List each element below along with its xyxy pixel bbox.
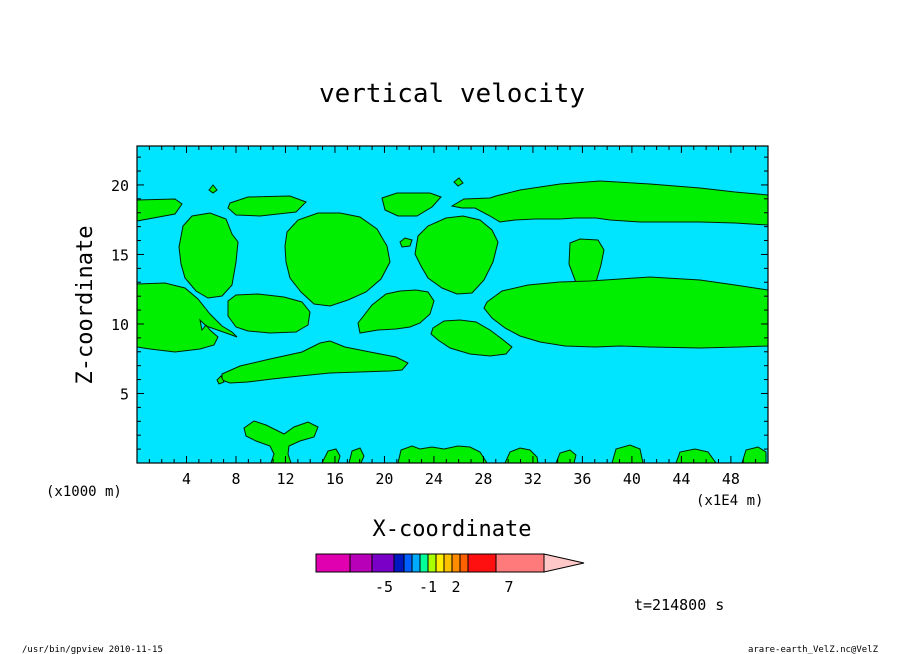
contour-region <box>357 289 435 334</box>
chart-title: vertical velocity <box>319 79 585 109</box>
y-axis-label: Z-coordinate <box>73 226 98 385</box>
contour-region <box>414 215 499 295</box>
colorbar-swatch <box>419 553 429 573</box>
x-tick-label: 8 <box>231 470 240 488</box>
contour-region <box>430 319 513 357</box>
colorbar-label: 2 <box>451 578 460 596</box>
contour-region <box>221 340 409 384</box>
colorbar-arrow <box>543 553 585 573</box>
x-tick-label: 28 <box>474 470 492 488</box>
contour-region <box>243 420 319 464</box>
colorbar-label: -1 <box>419 578 437 596</box>
colorbar-swatch <box>451 553 461 573</box>
contour-region <box>381 192 442 217</box>
colorbar-swatch <box>467 553 497 573</box>
plot-frame <box>136 145 769 464</box>
x-axis-label: X-coordinate <box>373 517 532 542</box>
colorbar-swatch <box>393 553 405 573</box>
y-tick-label: 15 <box>111 246 129 264</box>
y-tick-label: 5 <box>120 385 129 403</box>
colorbar-swatch <box>459 553 469 573</box>
contour-region <box>397 445 488 464</box>
contour-region <box>178 212 239 299</box>
colorbar-swatch <box>427 553 437 573</box>
x-unit-right: (x1E4 m) <box>696 493 763 509</box>
colorbar-swatch <box>371 553 395 573</box>
colorbar-label: 7 <box>504 578 513 596</box>
colorbar-swatch <box>495 553 545 573</box>
colorbar <box>315 553 585 573</box>
x-tick-label: 4 <box>182 470 191 488</box>
contour-region <box>399 237 413 248</box>
colorbar-swatch <box>349 553 373 573</box>
x-tick-label: 48 <box>722 470 740 488</box>
x-axis-ticks: 4 8 12 16 20 24 28 32 36 40 44 48 <box>148 146 757 488</box>
colorbar-swatch <box>443 553 453 573</box>
contour-region <box>136 282 238 353</box>
x-tick-label: 44 <box>672 470 690 488</box>
contour-region <box>216 375 225 385</box>
x-tick-label: 36 <box>573 470 591 488</box>
contour-region <box>483 276 769 349</box>
contour-region <box>227 195 307 217</box>
positive-velocity-regions <box>136 177 769 464</box>
x-tick-label: 20 <box>375 470 393 488</box>
timestamp: t=214800 s <box>634 596 724 614</box>
colorbar-labels: -5 -1 2 7 <box>375 578 514 596</box>
footer-left: /usr/bin/gpview 2010-11-15 <box>22 645 163 654</box>
contour-region <box>208 184 218 194</box>
contour-region <box>284 212 391 307</box>
contour-region <box>453 177 464 187</box>
y-tick-label: 20 <box>111 177 129 195</box>
y-tick-label: 10 <box>111 316 129 334</box>
x-tick-label: 24 <box>425 470 443 488</box>
x-tick-label: 16 <box>326 470 344 488</box>
colorbar-label: -5 <box>375 578 393 596</box>
y-axis-ticks: 5 10 15 20 <box>111 156 768 450</box>
contour-region <box>227 293 311 334</box>
contour-region <box>450 180 769 226</box>
x-tick-label: 12 <box>276 470 294 488</box>
x-tick-label: 40 <box>623 470 641 488</box>
colorbar-swatch <box>315 553 351 573</box>
colorbar-swatch <box>403 553 413 573</box>
x-tick-label: 32 <box>524 470 542 488</box>
x-unit-left: (x1000 m) <box>46 484 122 500</box>
footer-right: arare-earth_VelZ.nc@VelZ <box>748 645 879 654</box>
colorbar-swatch <box>435 553 445 573</box>
colorbar-swatch <box>411 553 421 573</box>
